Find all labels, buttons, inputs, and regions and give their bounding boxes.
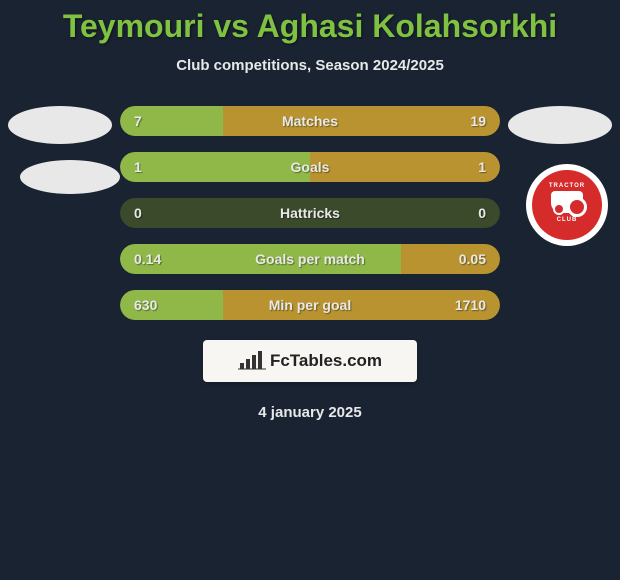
stat-row: 6301710Min per goal	[120, 290, 500, 320]
stat-row: 719Matches	[120, 106, 500, 136]
player-left-avatar-placeholder	[8, 106, 112, 144]
stat-row: 11Goals	[120, 152, 500, 182]
club-logo-top-text: TRACTOR	[549, 183, 585, 189]
site-logo-text: FcTables.com	[270, 351, 382, 371]
tractor-icon	[551, 191, 583, 213]
club-right-badge: TRACTOR CLUB	[526, 164, 608, 246]
site-logo[interactable]: FcTables.com	[203, 340, 417, 382]
stat-label: Min per goal	[120, 297, 500, 313]
stat-row: 0.140.05Goals per match	[120, 244, 500, 274]
club-left-badge-placeholder	[20, 160, 120, 194]
stat-label: Goals	[120, 159, 500, 175]
player-right-avatar-placeholder	[508, 106, 612, 144]
date-label: 4 january 2025	[0, 404, 620, 421]
comparison-card: Teymouri vs Aghasi Kolahsorkhi Club comp…	[0, 0, 620, 421]
page-subtitle: Club competitions, Season 2024/2025	[0, 57, 620, 74]
tractor-club-logo: TRACTOR CLUB	[532, 170, 602, 240]
bar-chart-icon	[238, 351, 266, 371]
stat-label: Matches	[120, 113, 500, 129]
stat-row: 00Hattricks	[120, 198, 500, 228]
page-title: Teymouri vs Aghasi Kolahsorkhi	[0, 0, 620, 45]
stat-label: Hattricks	[120, 205, 500, 221]
club-logo-bottom-text: CLUB	[557, 217, 578, 223]
stat-label: Goals per match	[120, 251, 500, 267]
stats-area: TRACTOR CLUB 719Matches 11Goals 00Hattrick…	[0, 106, 620, 320]
